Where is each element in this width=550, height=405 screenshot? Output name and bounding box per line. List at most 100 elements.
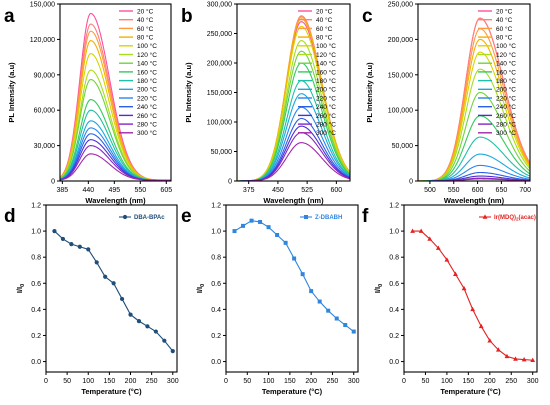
- data-point: [77, 244, 82, 249]
- data-point: [504, 353, 510, 359]
- x-tick-label: 150: [104, 378, 116, 385]
- legend-entry: 80 °C: [137, 34, 154, 42]
- data-point: [351, 329, 356, 334]
- legend-entry: 260 °C: [496, 112, 516, 120]
- data-point: [86, 247, 91, 252]
- data-point: [249, 218, 254, 223]
- legend-entry: 220 °C: [137, 94, 157, 102]
- data-point: [60, 236, 66, 242]
- legend-entry: 200 °C: [137, 86, 157, 94]
- y-tick-label: 0: [228, 179, 232, 186]
- x-tick-label: 200: [484, 378, 496, 385]
- panel-f: f 0 50 100 150 200 250 300 0.0 0.2 0.4 0.6 0.8 1.0 1.2…: [362, 203, 539, 397]
- y-axis-label-main: I/I: [15, 287, 24, 293]
- legend-entry: 40 °C: [316, 16, 333, 24]
- x-tick-label: 0: [402, 378, 406, 385]
- legend-entry: 280 °C: [316, 121, 336, 129]
- legend-entry: 300 °C: [496, 129, 516, 137]
- y-tick-label: 300,000: [207, 2, 232, 9]
- legend-entry: 80 °C: [496, 34, 513, 42]
- data-point: [136, 319, 142, 324]
- legend-entry: 60 °C: [496, 25, 513, 33]
- legend-entry: 120 °C: [316, 51, 336, 59]
- x-tick-label: 605: [160, 187, 172, 194]
- panel-label: b: [181, 6, 193, 27]
- y-axis-label-sub: 0: [20, 284, 26, 287]
- legend-entry: 240 °C: [137, 103, 157, 111]
- ratio-line: [412, 230, 533, 361]
- data-point: [334, 316, 339, 321]
- plot-frame: [45, 204, 178, 373]
- x-tick-label: 375: [243, 187, 255, 194]
- x-tick-label: 50: [422, 378, 430, 385]
- panel-label: f: [362, 206, 369, 227]
- y-tick-label: 0.0: [31, 359, 41, 366]
- legend-entry: 160 °C: [316, 68, 336, 76]
- y-tick-label: 120,000: [30, 37, 55, 44]
- y-tick-label: 150,000: [30, 2, 55, 9]
- data-point: [410, 228, 415, 233]
- x-axis-label: Temperature (°C): [81, 387, 142, 396]
- data-point: [487, 338, 493, 343]
- legend-text: (acac): [519, 215, 536, 221]
- x-tick-label: 100: [441, 378, 453, 385]
- x-tick-label: 600: [331, 187, 343, 194]
- legend-entry: 120 °C: [137, 51, 157, 59]
- y-axis-label: I/I0: [373, 284, 384, 293]
- data-point: [444, 257, 450, 262]
- x-tick-label: 385: [57, 187, 69, 194]
- x-tick-label: 550: [134, 187, 146, 194]
- data-point: [343, 323, 348, 328]
- x-tick-label: 495: [108, 187, 120, 194]
- y-tick-label: 0.8: [211, 255, 221, 262]
- x-axis-label: Temperature (°C): [262, 387, 323, 396]
- y-tick-label: 30,000: [34, 143, 56, 150]
- y-tick-label: 200,000: [207, 61, 232, 68]
- data-point: [309, 289, 314, 294]
- y-tick-label: 60,000: [34, 108, 56, 115]
- y-tick-label: 0.6: [211, 281, 221, 288]
- legend-entry: 140 °C: [496, 60, 516, 68]
- legend-marker: [304, 215, 308, 219]
- x-tick-label: 50: [63, 378, 71, 385]
- x-tick-label: 525: [301, 187, 313, 194]
- y-tick-label: 0.6: [31, 281, 41, 288]
- legend-entry: 200 °C: [496, 86, 516, 94]
- legend-entry: 220 °C: [496, 94, 516, 102]
- x-tick-label: 250: [505, 378, 517, 385]
- plot-frame: [403, 204, 538, 373]
- y-tick-label: 0.2: [389, 333, 399, 340]
- data-point: [326, 308, 331, 313]
- x-tick-label: 300: [348, 378, 360, 385]
- legend-entry: 20 °C: [316, 7, 333, 15]
- x-tick-label: 0: [44, 378, 48, 385]
- y-tick-label: 150,000: [207, 90, 232, 97]
- legend-entry: 60 °C: [137, 25, 154, 33]
- data-point: [317, 299, 322, 304]
- y-tick-label: 150,000: [388, 72, 413, 79]
- data-point: [418, 228, 424, 233]
- y-tick-label: 50,000: [211, 149, 233, 156]
- y-axis-label: PL Intensity (a.u): [365, 62, 374, 123]
- spectrum-line-300: [59, 153, 171, 181]
- legend-entry: 20 °C: [496, 7, 513, 15]
- legend-entry: 280 °C: [137, 121, 157, 129]
- y-tick-label: 250,000: [388, 2, 413, 9]
- x-tick-label: 650: [496, 187, 508, 194]
- legend-entry: 80 °C: [316, 34, 333, 42]
- plot-frame: [417, 3, 531, 182]
- x-tick-label: 250: [327, 378, 339, 385]
- panel-a: a 385 440 495 550 605 0 30,000 60,000 90,000 120,0…: [4, 2, 172, 206]
- y-axis-label: PL Intensity (a.u): [184, 62, 193, 123]
- y-axis-label: I/I0: [15, 284, 26, 293]
- data-point: [275, 233, 280, 238]
- data-point: [258, 219, 263, 224]
- data-point: [283, 240, 288, 245]
- data-point: [478, 323, 484, 329]
- data-point: [453, 271, 458, 276]
- data-point: [232, 229, 237, 234]
- data-point: [119, 296, 125, 302]
- data-point: [241, 223, 246, 228]
- y-tick-label: 0: [51, 179, 55, 186]
- plot-frame: [225, 204, 359, 373]
